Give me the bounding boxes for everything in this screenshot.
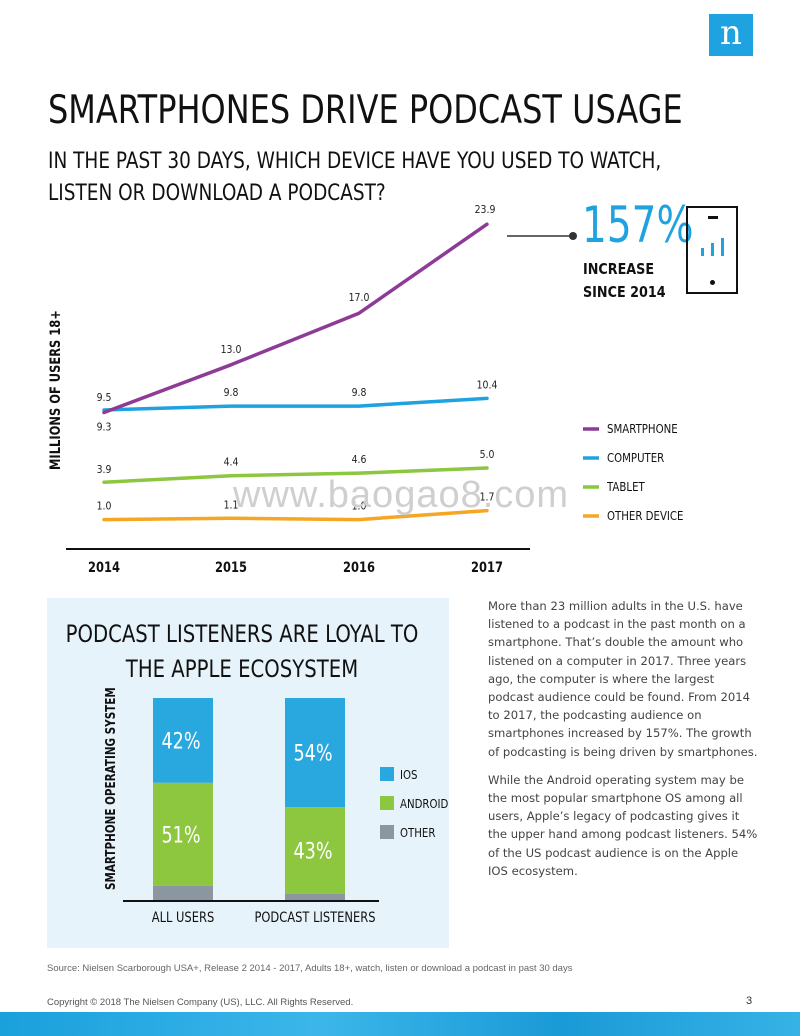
series-line-computer [102, 396, 489, 412]
body-paragraph-2: While the Android operating system may b… [488, 772, 758, 878]
data-label-tablet-2016: 4.6 [352, 455, 367, 467]
bar-legend-label-ios: IOS [400, 768, 418, 782]
bar-segment-podcast-listeners-android [285, 807, 345, 894]
footer-band [0, 1012, 800, 1036]
chart-question-line-2: LISTEN OR DOWNLOAD A PODCAST? [48, 181, 386, 206]
data-label-smartphone-2015: 13.0 [221, 344, 242, 356]
data-label-computer-2017: 10.4 [477, 380, 498, 392]
data-label-tablet-2014: 3.9 [97, 465, 112, 477]
page-number: 3 [746, 995, 753, 1007]
category-label-podcast-listeners: PODCAST LISTENERS [254, 910, 375, 926]
bar-legend-label-other: OTHER [400, 826, 436, 840]
body-paragraph-1: More than 23 million adults in the U.S. … [488, 599, 758, 759]
x-tick-label-2017: 2017 [471, 560, 503, 576]
bar-label-podcast-listeners-android: 43% [293, 839, 332, 864]
legend-label-computer: COMPUTER [607, 451, 665, 465]
bar-legend-swatch-android [380, 796, 394, 810]
bar-label-all-users-ios: 42% [161, 729, 200, 754]
x-tick-label-2015: 2015 [215, 560, 247, 576]
data-label-computer-2015: 9.8 [224, 387, 239, 399]
stat-caption: INCREASE SINCE 2014 [583, 258, 666, 304]
page-title: SMARTPHONES DRIVE PODCAST USAGE [48, 88, 683, 133]
panel-title-line-2: THE APPLE ECOSYSTEM [125, 656, 358, 683]
stat-percentage: 157% [582, 196, 694, 254]
y-axis-label: MILLIONS OF USERS 18+ [48, 310, 64, 470]
series-line-smartphone [102, 222, 489, 415]
data-label-other-device-2014: 1.0 [97, 501, 112, 513]
stat-caption-line-2: SINCE 2014 [583, 283, 666, 301]
data-label-computer-2014: 9.5 [97, 392, 112, 404]
bar-legend-label-android: ANDROID [400, 797, 448, 811]
bar-legend-swatch-ios [380, 767, 394, 781]
body-text: More than 23 million adults in the U.S. … [488, 597, 758, 890]
watermark: www.baogao8.com [233, 474, 570, 516]
data-label-tablet-2017: 5.0 [480, 449, 495, 461]
data-label-computer-2016: 9.8 [352, 387, 367, 399]
legend-label-other-device: OTHER DEVICE [607, 509, 683, 523]
panel-title-line-1: PODCAST LISTENERS ARE LOYAL TO [66, 621, 419, 648]
bar-segment-all-users-ios [153, 698, 213, 783]
chart-question: IN THE PAST 30 DAYS, WHICH DEVICE HAVE Y… [48, 146, 662, 210]
legend-label-tablet: TABLET [606, 480, 645, 494]
os-bar-chart: PODCAST LISTENERS ARE LOYAL TO THE APPLE … [66, 621, 449, 926]
bar-y-axis-label: SMARTPHONE OPERATING SYSTEM [103, 687, 118, 890]
bar-segment-podcast-listeners-ios [285, 698, 345, 808]
x-tick-label-2014: 2014 [88, 560, 120, 576]
data-label-smartphone-2014: 9.3 [97, 422, 112, 434]
legend-label-smartphone: SMARTPHONE [607, 422, 678, 436]
bar-legend-swatch-other [380, 825, 394, 839]
bar-segment-podcast-listeners-other [285, 893, 345, 900]
smartphone-icon [686, 206, 738, 294]
data-label-tablet-2015: 4.4 [224, 457, 239, 469]
bar-segment-all-users-android [153, 782, 213, 886]
chart-question-line-1: IN THE PAST 30 DAYS, WHICH DEVICE HAVE Y… [48, 149, 662, 174]
bar-segment-all-users-other [153, 885, 213, 900]
source-note: Source: Nielsen Scarborough USA+, Releas… [47, 963, 573, 974]
nielsen-logo: n [709, 14, 753, 56]
data-label-smartphone-2016: 17.0 [349, 293, 370, 305]
bar-label-all-users-android: 51% [161, 822, 200, 847]
x-tick-label-2016: 2016 [343, 560, 375, 576]
callout-dot [569, 232, 577, 240]
stat-caption-line-1: INCREASE [583, 260, 655, 278]
bar-label-podcast-listeners-ios: 54% [293, 741, 332, 766]
category-label-all-users: ALL USERS [152, 910, 214, 926]
copyright: Copyright © 2018 The Nielsen Company (US… [47, 997, 354, 1008]
